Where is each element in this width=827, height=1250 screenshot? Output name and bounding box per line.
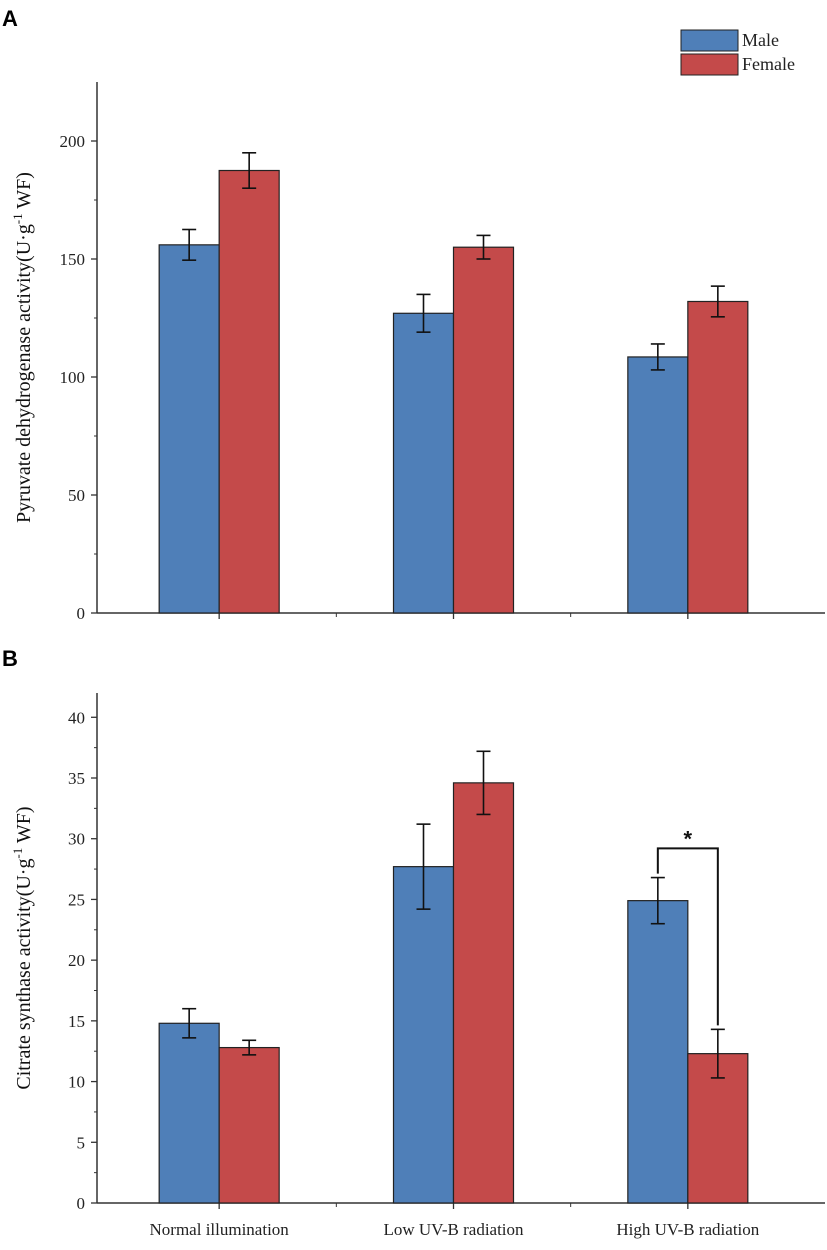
bar-male-3 bbox=[627, 356, 689, 614]
bar-female-2 bbox=[452, 782, 515, 1204]
y-axis-label: Citrate synthase activity(U·g-1 WF) bbox=[10, 806, 35, 1089]
legend-swatch-female bbox=[680, 53, 739, 76]
bar-female-1 bbox=[218, 169, 280, 614]
bar-female-3 bbox=[687, 300, 749, 614]
panel-label-b: B bbox=[2, 646, 18, 671]
panel-label-a: A bbox=[2, 6, 18, 31]
y-tick-label: 150 bbox=[60, 250, 86, 269]
chart-a-pyruvate-dehydrogenase: 0 50 100 150 200 Pyruvate dehydrogenase activ… bbox=[10, 29, 825, 623]
bar-female-1 bbox=[218, 1046, 280, 1204]
bar-female-2 bbox=[452, 246, 515, 614]
y-tick-label: 0 bbox=[77, 604, 86, 623]
y-tick-label: 0 bbox=[77, 1194, 86, 1213]
y-tick-label: 40 bbox=[68, 708, 85, 727]
y-tick-label: 30 bbox=[68, 830, 85, 849]
bar-male-1 bbox=[158, 1022, 220, 1204]
legend-label-male: Male bbox=[742, 30, 779, 50]
significance-bracket bbox=[656, 847, 719, 1026]
bar-male-2 bbox=[392, 866, 455, 1204]
y-tick-label: 25 bbox=[68, 890, 85, 909]
y-tick-label: 200 bbox=[60, 132, 86, 151]
y-tick-label: 10 bbox=[68, 1073, 85, 1092]
y-tick-label: 50 bbox=[68, 486, 85, 505]
bar-male-3 bbox=[627, 900, 689, 1204]
bar-male-2 bbox=[392, 312, 455, 614]
x-category-label: Normal illumination bbox=[150, 1220, 290, 1239]
bar-male-1 bbox=[158, 244, 220, 614]
y-tick-label: 35 bbox=[68, 769, 85, 788]
y-tick-label: 100 bbox=[60, 368, 86, 387]
y-tick-label: 20 bbox=[68, 951, 85, 970]
chart-b-citrate-synthase: 0 5 10 15 20 25 30 35 40 Normal illumination Low U… bbox=[10, 693, 825, 1239]
y-tick-label: 5 bbox=[77, 1133, 86, 1152]
y-tick-label: 15 bbox=[68, 1012, 85, 1031]
significance-star: * bbox=[684, 826, 693, 851]
x-category-label: High UV-B radiation bbox=[616, 1220, 759, 1239]
x-category-label: Low UV-B radiation bbox=[383, 1220, 524, 1239]
legend-label-female: Female bbox=[742, 54, 795, 74]
legend-swatch-male bbox=[680, 29, 739, 52]
y-axis-label: Pyruvate dehydrogenase activity(U·g-1 WF… bbox=[10, 172, 35, 523]
